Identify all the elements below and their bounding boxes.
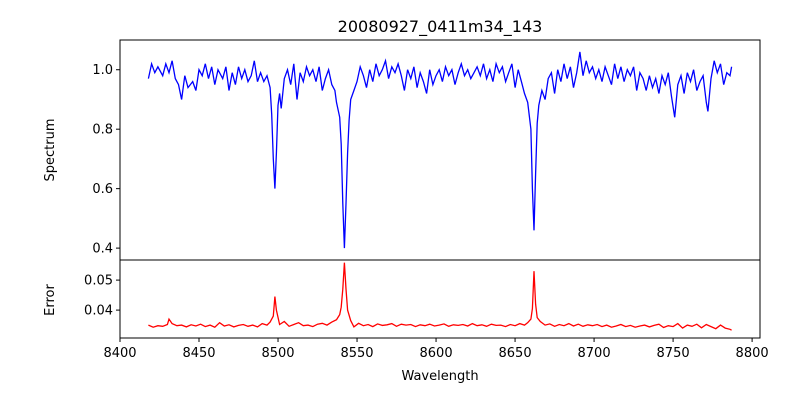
x-tick-label: 8800 [736, 346, 769, 361]
y-tick-label: 1.0 [92, 63, 113, 78]
error-axes: 0.04 0.05 8400 8450 8500 8550 8600 8650 8700 8750… [84, 259, 769, 361]
y-tick-label: 0.6 [92, 182, 113, 197]
x-tick-label: 8600 [420, 346, 453, 361]
x-tick-label: 8450 [182, 346, 215, 361]
x-axis-label: Wavelength [401, 369, 478, 384]
series-line-spectrum [147, 51, 733, 249]
axes-frame [119, 259, 761, 339]
x-tick-label: 8500 [261, 346, 294, 361]
x-tick-label: 8750 [657, 346, 690, 361]
y-tick-label: 0.4 [92, 242, 113, 257]
x-tick-label: 8550 [340, 346, 373, 361]
y-axis-label-error: Error [43, 284, 58, 316]
x-tick-label: 8400 [103, 346, 136, 361]
x-tick-label: 8650 [499, 346, 532, 361]
chart-title: 20080927_0411m34_143 [338, 17, 543, 37]
series-line-error [148, 262, 732, 331]
y-tick-label: 0.8 [92, 123, 113, 138]
y-axis-label-spectrum: Spectrum [43, 119, 58, 182]
y-tick-label: 0.05 [84, 274, 113, 289]
x-tick-label: 8700 [578, 346, 611, 361]
spectrum-axes: 0.4 0.6 0.8 1.0 [92, 39, 761, 261]
y-tick-label: 0.04 [84, 304, 113, 319]
